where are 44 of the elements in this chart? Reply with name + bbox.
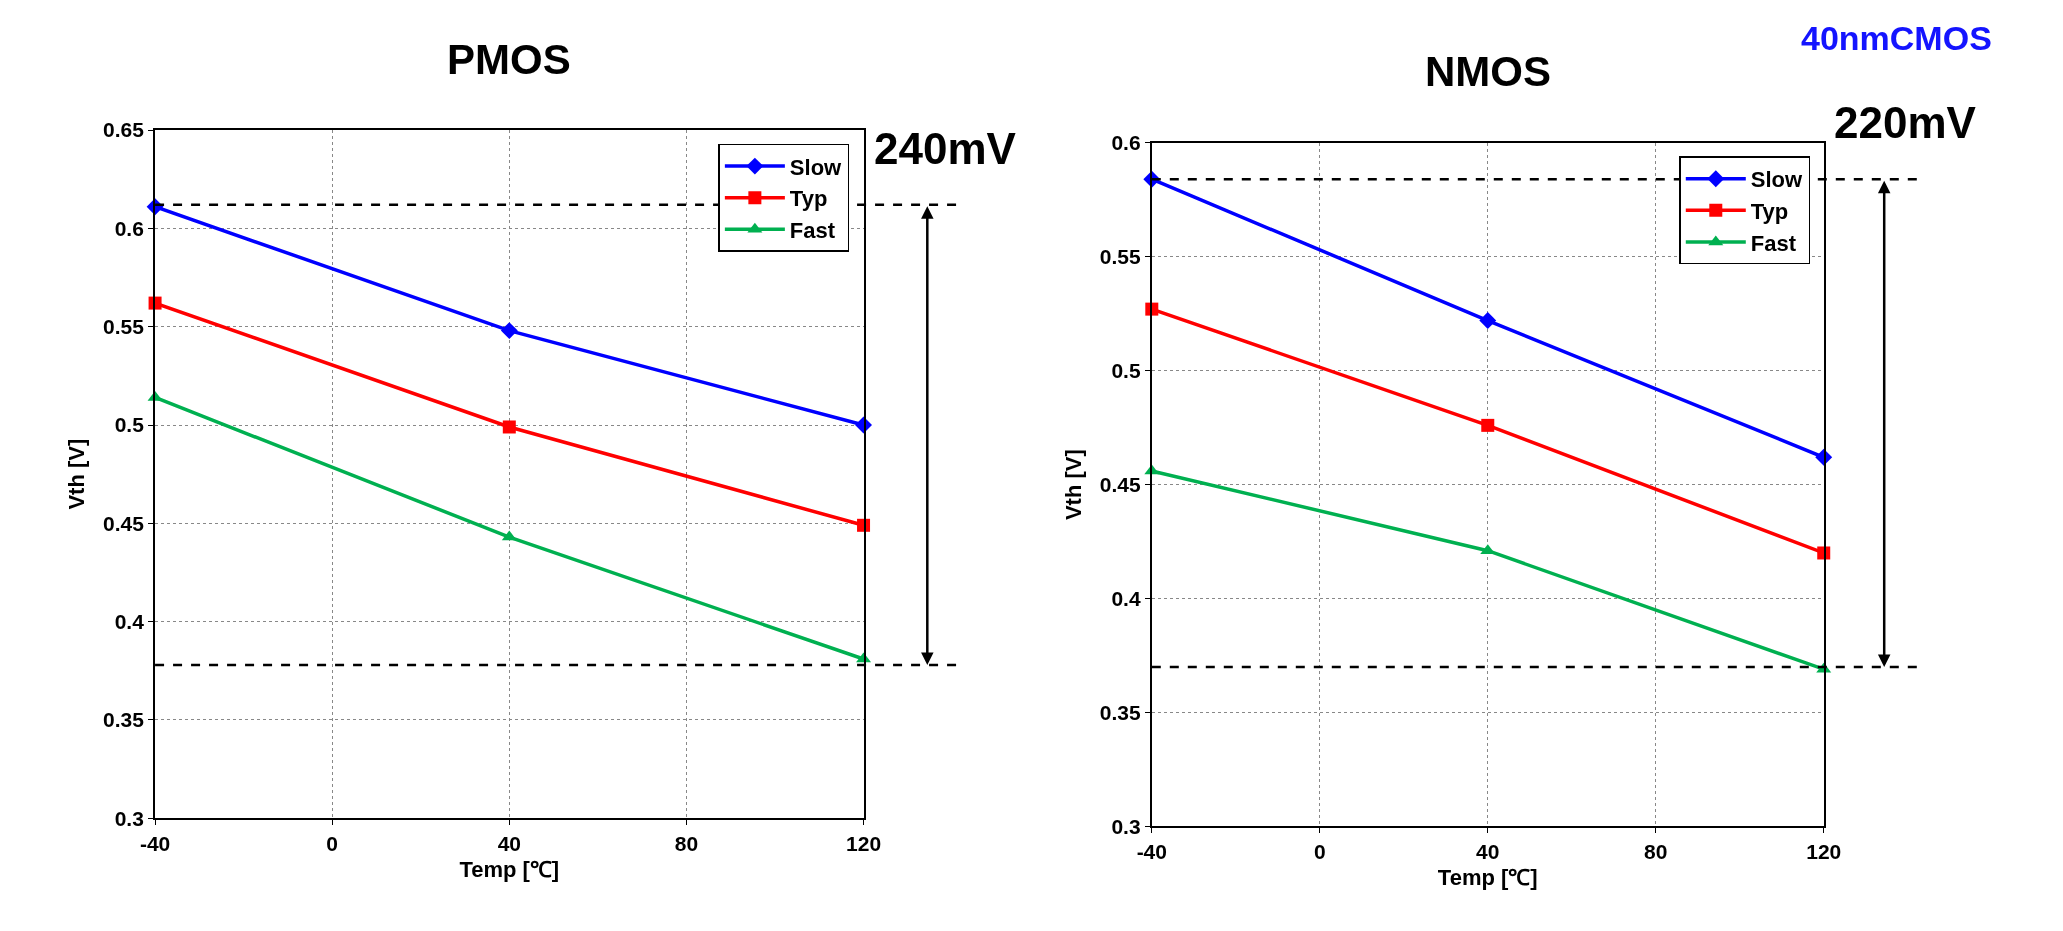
- x-tick-label: 120: [846, 831, 882, 855]
- legend-label: Slow: [789, 154, 843, 180]
- y-tick-label: 0.5: [1111, 359, 1141, 383]
- point: [502, 420, 516, 434]
- legend-label: Fast: [1750, 230, 1797, 256]
- x-tick-label: 120: [1806, 839, 1842, 863]
- chart-title: PMOS: [447, 36, 571, 83]
- point: [1481, 418, 1495, 432]
- y-tick-label: 0.35: [1099, 700, 1141, 724]
- x-tick-label: 0: [1313, 839, 1326, 863]
- y-axis-title: Vth [V]: [1061, 449, 1087, 521]
- y-tick-label: 0.4: [114, 610, 145, 634]
- y-tick-label: 0.65: [102, 118, 145, 142]
- y-tick-label: 0.55: [102, 315, 145, 339]
- y-tick-label: 0.6: [114, 216, 144, 240]
- text: 40nmCMOS: [1801, 19, 1992, 57]
- y-tick-label: 0.35: [102, 708, 145, 732]
- x-tick-label: 0: [326, 831, 339, 855]
- legend-label: Typ: [789, 186, 828, 212]
- y-tick-label: 0.5: [114, 413, 145, 437]
- legend-label: Typ: [1750, 198, 1789, 224]
- y-tick-label: 0.3: [114, 806, 144, 830]
- legend-label: Fast: [789, 217, 836, 243]
- y-tick-label: 0.55: [1099, 245, 1141, 269]
- x-tick-label: 80: [674, 831, 699, 855]
- point: [500, 322, 518, 340]
- y-tick-label: 0.45: [1099, 472, 1141, 496]
- x-tick-label: -40: [139, 831, 171, 855]
- chart-title: NMOS: [1425, 48, 1551, 95]
- y-axis-title: Vth [V]: [64, 438, 90, 510]
- legend-label: Slow: [1750, 167, 1804, 193]
- y-tick-label: 0.45: [102, 511, 145, 535]
- x-tick-label: 40: [497, 831, 521, 855]
- x-axis-title: Temp [℃]: [459, 856, 560, 882]
- x-tick-label: 40: [1476, 839, 1500, 863]
- y-tick-label: 0.3: [1111, 814, 1141, 838]
- y-tick-label: 0.6: [1111, 131, 1141, 155]
- x-tick-label: 80: [1644, 839, 1668, 863]
- y-tick-label: 0.4: [1111, 586, 1141, 610]
- point: [1479, 312, 1497, 329]
- text: 220mV: [1834, 98, 1977, 147]
- text: 240mV: [874, 124, 1017, 173]
- x-tick-label: -40: [1136, 839, 1167, 863]
- x-axis-title: Temp [℃]: [1437, 865, 1538, 891]
